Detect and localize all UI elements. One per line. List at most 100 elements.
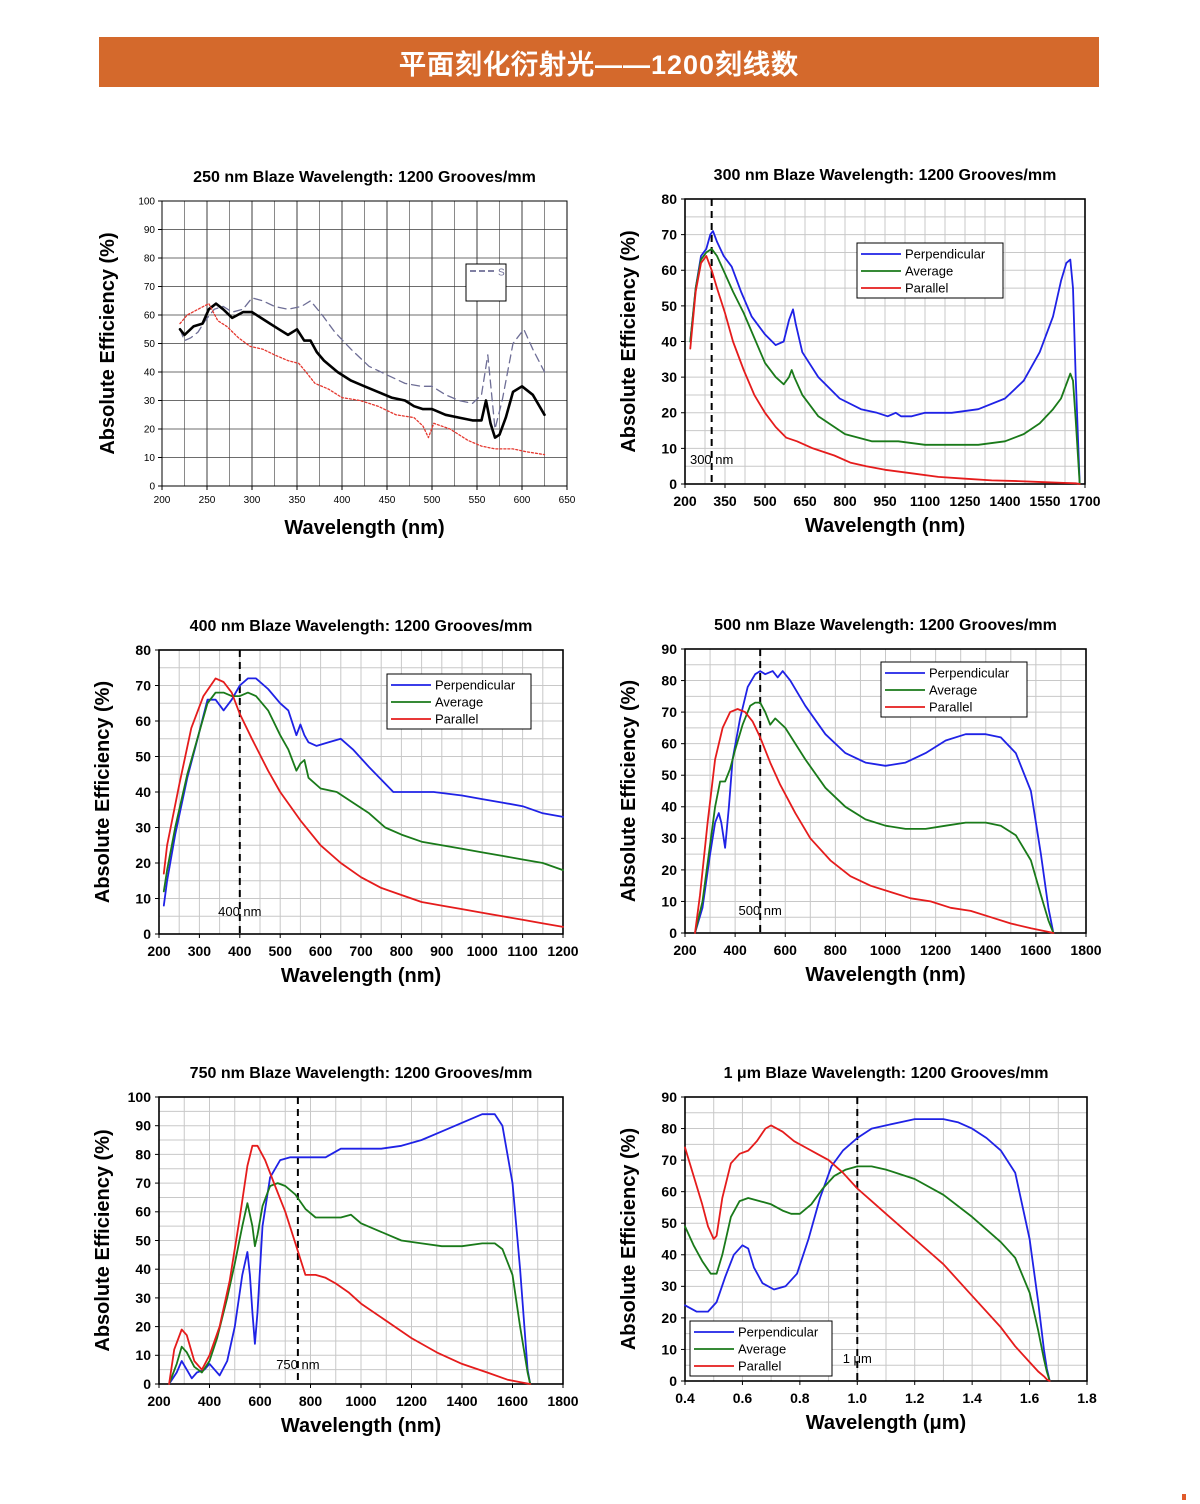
x-tick-label: 1600 <box>1020 942 1051 958</box>
legend-label: Average <box>738 1342 786 1357</box>
x-tick-label: 800 <box>390 943 414 959</box>
legend-label: Perpendicular <box>929 666 1010 681</box>
x-tick-label: 300 <box>188 943 212 959</box>
x-tick-label: 500 <box>269 943 293 959</box>
x-tick-label: 1800 <box>1070 942 1101 958</box>
x-tick-label: 500 <box>753 493 777 509</box>
x-tick-label: 400 <box>228 943 252 959</box>
y-axis-label: Absolute Efficiency (%) <box>92 681 114 903</box>
y-tick-label: 50 <box>135 1232 151 1248</box>
series-line-3 <box>168 1144 532 1385</box>
y-tick-label: 90 <box>661 1089 677 1105</box>
x-tick-label: 300 <box>244 495 261 506</box>
x-tick-label: 1700 <box>1069 493 1100 509</box>
x-tick-label: 0.4 <box>675 1390 695 1406</box>
blaze-marker-label: 400 nm <box>218 904 261 919</box>
x-tick-label: 800 <box>299 1393 323 1409</box>
x-tick-label: 1250 <box>949 493 980 509</box>
x-tick-label: 200 <box>673 942 697 958</box>
legend-label: S <box>498 268 505 279</box>
plot-frame <box>684 1096 1088 1382</box>
y-tick-label: 90 <box>135 1118 151 1134</box>
x-tick-label: 450 <box>379 495 396 506</box>
grid <box>159 1097 563 1384</box>
x-tick-label: 1400 <box>989 493 1020 509</box>
x-tick-label: 600 <box>309 943 333 959</box>
x-axis-label: Wavelength (nm) <box>281 965 441 987</box>
y-tick-label: 80 <box>661 191 677 207</box>
y-tick-label: 0 <box>669 476 677 492</box>
y-tick-label: 10 <box>135 890 151 906</box>
chart-4: 200 400 600 800 1000 1200 1400 1600 1800 0 10 20 30 4… <box>618 617 1102 986</box>
chart-title: 1 μm Blaze Wavelength: 1200 Grooves/mm <box>724 1065 1049 1082</box>
y-tick-label: 70 <box>661 1152 677 1168</box>
y-tick-label: 100 <box>138 197 155 208</box>
x-tick-label: 400 <box>198 1393 222 1409</box>
series-line-parallel <box>162 677 564 928</box>
y-axis-label: Absolute Efficiency (%) <box>97 232 119 454</box>
y-tick-label: 60 <box>661 736 677 752</box>
series-group <box>684 1118 1051 1382</box>
blaze-marker-label: 1 μm <box>843 1351 872 1366</box>
y-tick-label: 10 <box>661 1341 677 1357</box>
y-axis-label: Absolute Efficiency (%) <box>92 1129 114 1351</box>
y-tick-label: 30 <box>661 1278 677 1294</box>
chart-3: 200 300 400 500 600 700 800 900 1000 1100 1200 0 10 2… <box>92 618 579 987</box>
y-tick-label: 80 <box>144 254 156 265</box>
y-axis-label: Absolute Efficiency (%) <box>618 230 640 452</box>
y-tick-label: 50 <box>144 339 156 350</box>
x-tick-label: 1800 <box>547 1393 578 1409</box>
x-tick-label: 1200 <box>920 942 951 958</box>
x-axis-label: Wavelength (nm) <box>284 517 444 539</box>
x-tick-label: 650 <box>559 495 576 506</box>
legend-label: Parallel <box>738 1359 781 1374</box>
y-tick-label: 50 <box>135 748 151 764</box>
y-tick-label: 20 <box>135 1319 151 1335</box>
x-tick-label: 1400 <box>446 1393 477 1409</box>
y-tick-label: 40 <box>661 333 677 349</box>
chart-title: 300 nm Blaze Wavelength: 1200 Grooves/mm <box>714 167 1057 184</box>
y-tick-label: 20 <box>661 1310 677 1326</box>
chart-title: 750 nm Blaze Wavelength: 1200 Grooves/mm <box>190 1065 533 1082</box>
x-tick-label: 1100 <box>507 943 538 959</box>
y-tick-label: 10 <box>661 893 677 909</box>
y-tick-label: 50 <box>661 298 677 314</box>
series-line-2 <box>168 1182 532 1385</box>
legend-label: Average <box>435 695 483 710</box>
x-tick-label: 1200 <box>396 1393 427 1409</box>
x-tick-label: 600 <box>514 495 531 506</box>
x-tick-label: 1600 <box>497 1393 528 1409</box>
x-tick-label: 600 <box>248 1393 272 1409</box>
y-tick-label: 0 <box>143 1376 151 1392</box>
y-tick-label: 70 <box>135 1175 151 1191</box>
y-tick-label: 40 <box>135 784 151 800</box>
legend: Perpendicular Average Parallel <box>856 242 1004 299</box>
x-tick-label: 200 <box>147 1393 171 1409</box>
y-tick-label: 60 <box>135 1204 151 1220</box>
series-line-perpendicular <box>689 230 1081 485</box>
y-tick-label: 0 <box>669 1373 677 1389</box>
series-line-s <box>179 297 546 430</box>
y-tick-label: 30 <box>135 819 151 835</box>
y-tick-label: 20 <box>135 855 151 871</box>
x-tick-label: 900 <box>430 943 454 959</box>
chart-6: 0.4 0.6 0.8 1.0 1.2 1.4 1.6 1.8 0 10 20 30 40 50 60 70 8… <box>618 1065 1097 1434</box>
blaze-marker-label: 300 nm <box>690 452 733 467</box>
blaze-marker-label: 500 nm <box>739 903 782 918</box>
legend: Perpendicular Average Parallel <box>689 1320 833 1377</box>
y-tick-label: 20 <box>661 862 677 878</box>
x-tick-label: 200 <box>673 493 697 509</box>
series-line-perpendicular <box>694 670 1055 934</box>
y-tick-label: 50 <box>661 1215 677 1231</box>
x-tick-label: 800 <box>833 493 857 509</box>
x-tick-label: 500 <box>424 495 441 506</box>
x-tick-label: 550 <box>469 495 486 506</box>
x-axis-label: Wavelength (nm) <box>281 1415 441 1437</box>
legend-label: Parallel <box>905 281 948 296</box>
y-tick-label: 10 <box>135 1347 151 1363</box>
x-tick-label: 1.4 <box>962 1390 982 1406</box>
y-tick-label: 30 <box>661 830 677 846</box>
x-axis-label: Wavelength (nm) <box>805 515 965 537</box>
y-tick-label: 100 <box>128 1089 152 1105</box>
legend-label: Parallel <box>435 712 478 727</box>
